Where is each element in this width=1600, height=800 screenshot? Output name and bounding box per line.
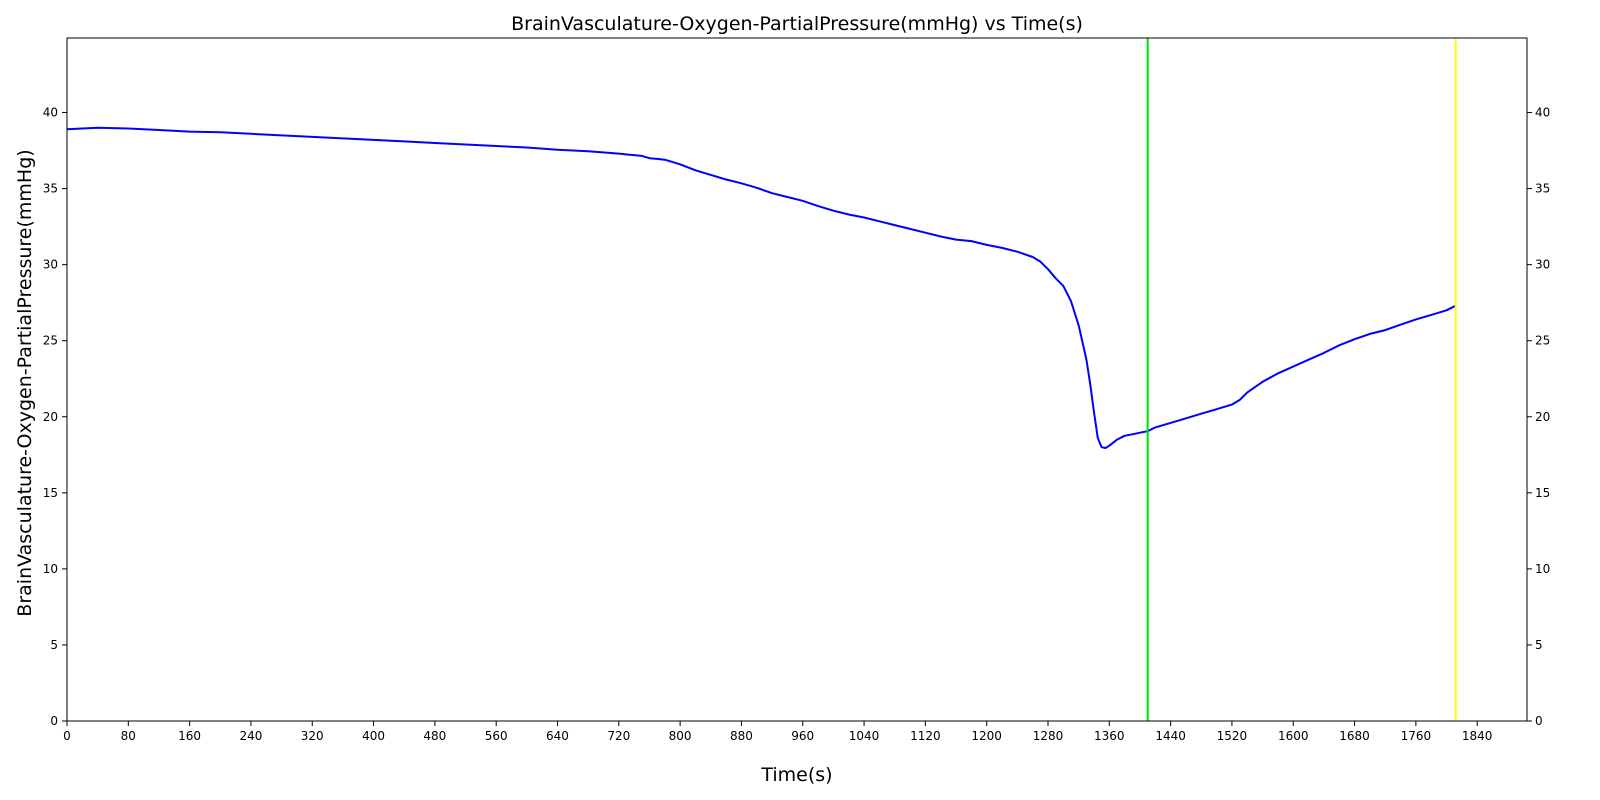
y-tick-label-left: 35: [43, 182, 58, 196]
x-tick-label: 80: [121, 729, 136, 743]
y-tick-label-left: 5: [50, 638, 58, 652]
series-line-0: [66, 126, 1457, 449]
x-tick-label: 400: [362, 729, 385, 743]
x-tick-label: 1440: [1155, 729, 1186, 743]
x-tick-label: 1520: [1217, 729, 1248, 743]
x-tick-label: 1360: [1094, 729, 1125, 743]
y-tick-label-left: 20: [43, 410, 58, 424]
y-tick-label-right: 20: [1535, 410, 1550, 424]
y-tick-label-right: 15: [1535, 486, 1550, 500]
x-tick-label: 720: [607, 729, 630, 743]
x-axis-label: Time(s): [760, 764, 832, 786]
plot-frame: [66, 37, 1528, 722]
x-tick-label: 1040: [849, 729, 880, 743]
y-tick-label-left: 15: [43, 486, 58, 500]
y-tick-label-right: 30: [1535, 258, 1550, 272]
x-tick-label: 1200: [971, 729, 1002, 743]
chart-title: BrainVasculature-Oxygen-PartialPressure(…: [511, 13, 1083, 35]
x-tick-label: 1760: [1401, 729, 1432, 743]
y-tick-label-right: 40: [1535, 106, 1550, 120]
y-tick-label-left: 40: [43, 106, 58, 120]
y-tick-label-left: 10: [43, 562, 58, 576]
x-tick-label: 0: [63, 729, 71, 743]
x-tick-label: 1680: [1339, 729, 1370, 743]
x-tick-label: 1120: [910, 729, 941, 743]
x-tick-label: 960: [791, 729, 814, 743]
y-tick-label-right: 5: [1535, 638, 1543, 652]
x-tick-label: 1600: [1278, 729, 1309, 743]
y-tick-label-right: 35: [1535, 182, 1550, 196]
y-axis-label: BrainVasculature-Oxygen-PartialPressure(…: [14, 149, 36, 616]
x-tick-label: 160: [178, 729, 201, 743]
y-tick-label-right: 0: [1535, 714, 1543, 728]
plot-area: 0 80 160 240 320 400 480 560 640 720 800 880 960 1040…: [43, 37, 1550, 743]
x-tick-label: 640: [546, 729, 569, 743]
x-tick-label: 880: [730, 729, 753, 743]
x-tick-label: 320: [301, 729, 324, 743]
x-tick-label: 800: [669, 729, 692, 743]
y-tick-label-right: 10: [1535, 562, 1550, 576]
x-tick-label: 1840: [1462, 729, 1493, 743]
y-tick-label-left: 25: [43, 334, 58, 348]
x-tick-label: 560: [485, 729, 508, 743]
x-tick-label: 480: [423, 729, 446, 743]
y-tick-label-left: 30: [43, 258, 58, 272]
y-tick-label-right: 25: [1535, 334, 1550, 348]
y-tick-label-left: 0: [50, 714, 58, 728]
x-tick-label: 1280: [1033, 729, 1064, 743]
x-tick-label: 240: [239, 729, 262, 743]
